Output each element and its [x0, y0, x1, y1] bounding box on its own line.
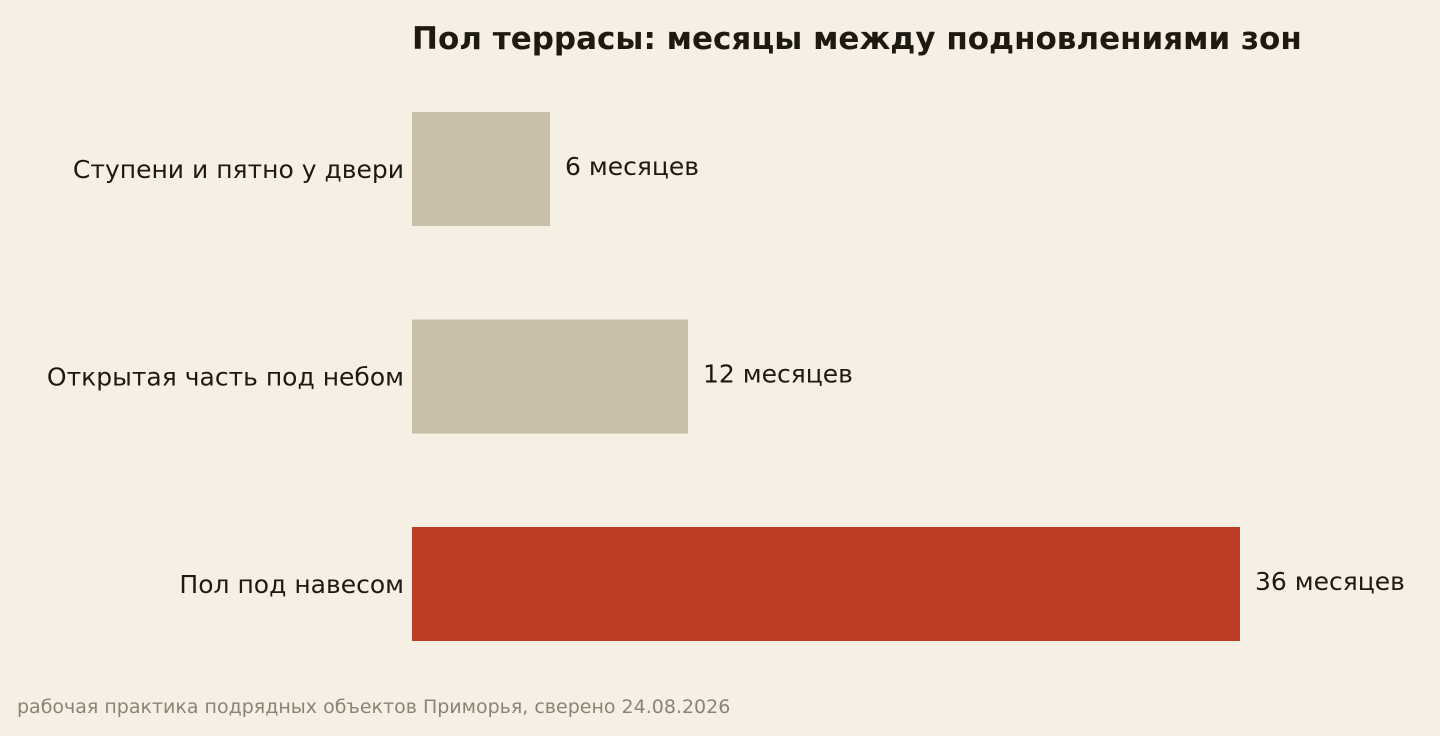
bars-group: Ступени и пятно у двери 6 месяцев Открытая… [47, 112, 1405, 641]
value-label-3: 36 месяцев [1255, 567, 1405, 596]
value-label-2: 12 месяцев [703, 360, 853, 389]
category-label-2: Открытая часть под небом [47, 363, 404, 392]
chart-title: Пол террасы: месяцы между подновлениями … [412, 21, 1302, 57]
chart-source: рабочая практика подрядных объектов Прим… [17, 696, 731, 718]
bar-2 [412, 319, 688, 434]
bar-3 [412, 527, 1240, 641]
bar-1 [412, 112, 550, 226]
category-label-3: Пол под навесом [179, 570, 404, 599]
category-label-1: Ступени и пятно у двери [73, 155, 404, 184]
value-label-1: 6 месяцев [565, 152, 699, 181]
